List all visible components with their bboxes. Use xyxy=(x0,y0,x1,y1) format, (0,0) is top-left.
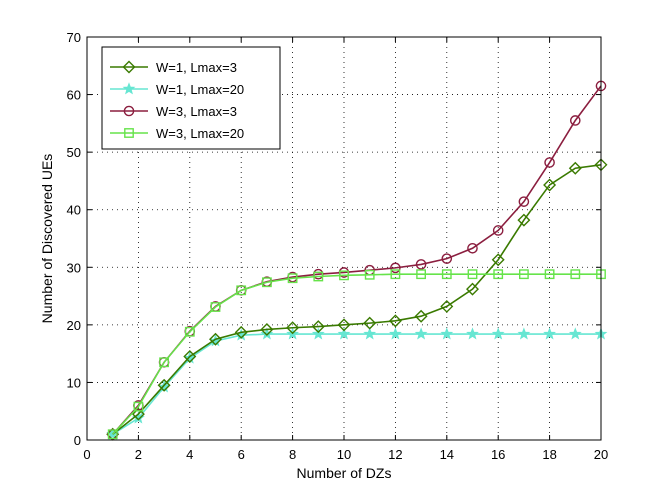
data-point xyxy=(311,327,325,340)
data-point xyxy=(262,277,272,288)
data-point xyxy=(544,157,555,168)
data-point xyxy=(440,299,454,313)
y-tick-label: 20 xyxy=(67,318,81,333)
legend-marker xyxy=(124,128,134,138)
series-layer xyxy=(106,80,608,441)
legend-marker xyxy=(123,105,135,117)
y-tick-label: 0 xyxy=(74,433,81,448)
data-point xyxy=(544,269,555,280)
data-point xyxy=(568,327,582,340)
data-point xyxy=(568,161,582,175)
x-tick-label: 16 xyxy=(491,447,505,462)
x-tick-label: 18 xyxy=(542,447,556,462)
data-point xyxy=(107,429,118,440)
data-point xyxy=(311,320,325,334)
data-point xyxy=(518,196,530,207)
legend: W=1, Lmax=3 W=1, Lmax=20 W=3, Lmax=3 W=3, L… xyxy=(101,46,281,150)
x-tick-label: 8 xyxy=(289,447,296,462)
data-point xyxy=(313,271,324,282)
data-point xyxy=(543,327,556,340)
data-point xyxy=(260,322,274,336)
data-point xyxy=(184,326,195,337)
data-point xyxy=(491,327,505,340)
series-0 xyxy=(106,158,608,441)
y-tick-label: 40 xyxy=(67,203,81,218)
data-point xyxy=(491,253,505,267)
data-point xyxy=(210,302,221,312)
legend-label: W=1, Lmax=3 xyxy=(156,60,237,75)
data-point xyxy=(159,357,169,368)
data-point xyxy=(363,316,377,330)
data-point xyxy=(390,269,401,280)
data-point xyxy=(517,213,531,227)
x-tick-label: 6 xyxy=(238,447,245,462)
data-point xyxy=(414,327,428,340)
series-3 xyxy=(107,269,606,440)
data-point xyxy=(337,318,351,332)
data-point xyxy=(260,327,274,340)
data-point xyxy=(209,334,222,347)
data-point xyxy=(364,269,375,280)
data-point xyxy=(570,269,581,280)
y-tick-label: 70 xyxy=(67,30,81,45)
data-point xyxy=(236,285,247,296)
x-tick-label: 10 xyxy=(337,447,351,462)
data-point xyxy=(157,378,171,392)
data-point xyxy=(493,269,504,280)
data-point xyxy=(390,262,401,274)
data-point xyxy=(209,332,222,346)
x-tick-label: 20 xyxy=(594,447,608,462)
x-axis-label: Number of DZs xyxy=(297,465,392,481)
data-point xyxy=(570,115,581,126)
data-point xyxy=(466,282,479,296)
data-point xyxy=(416,269,426,280)
data-point xyxy=(414,309,428,323)
legend-label: W=3, Lmax=3 xyxy=(156,104,237,119)
y-tick-label: 60 xyxy=(67,88,81,103)
data-point xyxy=(466,327,479,340)
data-point xyxy=(519,269,529,280)
data-point xyxy=(492,225,504,236)
data-point xyxy=(133,401,144,412)
data-point xyxy=(441,253,453,264)
axis-ticks: 0 2 4 6 8 10 12 14 16 18 20 0 10 20 30 40 50 60 70 xyxy=(67,30,609,462)
data-point xyxy=(389,327,402,340)
y-tick-label: 10 xyxy=(67,375,81,390)
data-point xyxy=(337,327,351,340)
y-tick-label: 50 xyxy=(67,145,81,160)
data-point xyxy=(183,350,197,364)
legend-marker xyxy=(122,60,136,74)
data-point xyxy=(440,327,454,340)
x-tick-label: 14 xyxy=(440,447,454,462)
x-tick-label: 0 xyxy=(83,447,90,462)
data-point xyxy=(287,273,298,284)
data-point xyxy=(388,314,402,328)
legend-label: W=3, Lmax=20 xyxy=(156,126,244,141)
y-axis-label: Number of Discovered UEs xyxy=(39,154,55,324)
series-line xyxy=(112,164,602,435)
x-tick-label: 4 xyxy=(186,447,193,462)
data-point xyxy=(543,178,557,192)
data-point xyxy=(415,259,427,270)
data-point xyxy=(363,327,377,340)
data-point xyxy=(286,321,300,335)
data-point xyxy=(467,242,478,254)
legend-label: W=1, Lmax=20 xyxy=(156,82,244,97)
x-tick-label: 2 xyxy=(135,447,142,462)
grid-lines xyxy=(87,37,601,440)
data-point xyxy=(131,407,145,421)
data-point xyxy=(467,269,478,280)
y-tick-label: 30 xyxy=(67,260,81,275)
x-tick-label: 12 xyxy=(388,447,402,462)
data-point xyxy=(234,325,248,339)
data-point xyxy=(339,270,349,281)
data-point xyxy=(441,269,452,280)
data-point xyxy=(517,327,531,340)
legend-marker xyxy=(122,82,136,95)
